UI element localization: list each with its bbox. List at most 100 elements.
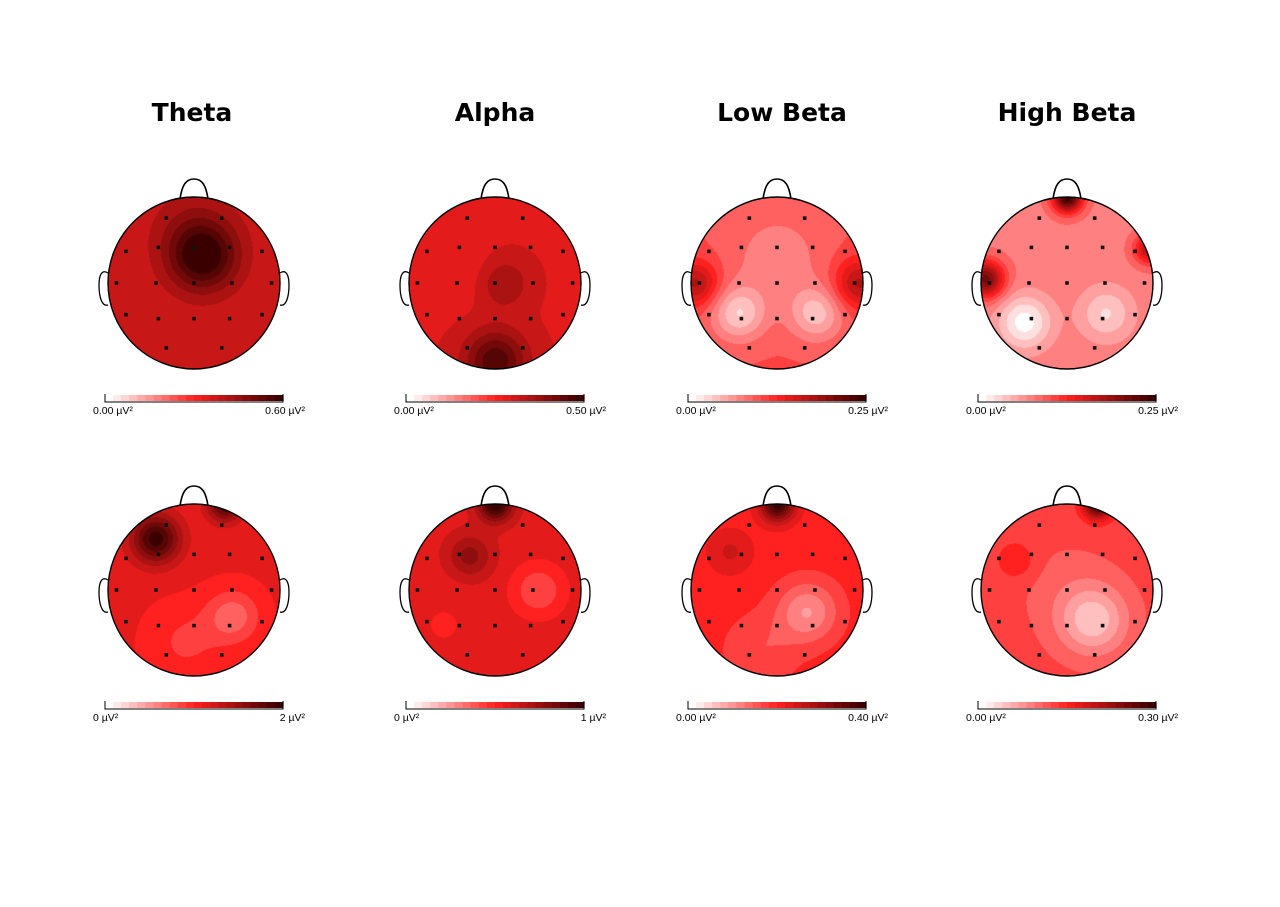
colorbar-segment	[462, 702, 472, 708]
colorbar-segment	[785, 395, 794, 401]
colorbar-segment	[137, 395, 147, 401]
colorbar-segment	[720, 395, 730, 401]
colorbar-segment	[559, 702, 569, 708]
electrode-marker	[707, 619, 711, 624]
colorbar-segment	[688, 702, 697, 708]
electrode-marker	[1133, 619, 1137, 624]
electrode-marker	[531, 588, 535, 592]
colorbar-min-label: 0.00 µV²	[966, 405, 1006, 417]
band-title-alpha: Alpha	[454, 98, 536, 127]
colorbar-segment	[1083, 395, 1092, 401]
colorbar-segment	[218, 702, 227, 708]
colorbar-segment	[825, 395, 835, 401]
electrode-marker	[192, 552, 196, 557]
colorbar-segment	[736, 702, 746, 708]
electrode-marker	[1029, 623, 1034, 628]
colorbar-segment	[129, 702, 138, 708]
electrode-marker	[260, 556, 264, 561]
colorbar-segment	[129, 395, 138, 401]
left-ear-outline	[399, 271, 410, 306]
colorbar-segment	[857, 395, 867, 401]
colorbar-segment	[1139, 395, 1149, 401]
colorbar-segment	[809, 702, 819, 708]
colorbar-segment	[462, 395, 472, 401]
topomap-alpha-row1: 0.00 µV² 0.50 µV²	[394, 178, 607, 417]
colorbar-segment	[809, 395, 819, 401]
electrode-marker	[810, 623, 815, 628]
colorbar-segment	[817, 702, 827, 708]
colorbar-segment	[503, 702, 512, 708]
colorbar-segment	[1002, 395, 1011, 401]
head-outline	[980, 196, 1154, 370]
colorbar-segment	[454, 702, 464, 708]
electrode-marker	[156, 245, 161, 250]
colorbar-min-label: 0 µV²	[394, 712, 420, 724]
nose-outline	[179, 178, 209, 200]
electrode-marker	[1037, 523, 1042, 527]
electrode-marker	[997, 619, 1001, 624]
electrode-marker	[561, 249, 565, 254]
electrode-marker	[528, 316, 533, 321]
colorbar-segment	[1115, 702, 1125, 708]
electrode-marker	[747, 216, 752, 220]
colorbar-segment	[1034, 702, 1044, 708]
colorbar-segment	[543, 702, 553, 708]
nose-outline	[179, 485, 209, 507]
topomap-theta-row1: 0.00 µV² 0.60 µV²	[93, 178, 306, 417]
colorbar-segment	[274, 395, 284, 401]
colorbar-segment	[1018, 702, 1028, 708]
right-ear-outline	[279, 578, 290, 613]
colorbar-segment	[503, 395, 512, 401]
electrode-marker	[1133, 312, 1137, 317]
colorbar-segment	[1099, 702, 1109, 708]
electrode-marker	[493, 552, 497, 557]
colorbar-segment	[567, 395, 577, 401]
electrode-marker	[493, 316, 497, 321]
electrode-marker	[192, 588, 196, 592]
electrode-marker	[164, 653, 169, 657]
colorbar-segment	[736, 395, 746, 401]
electrode-marker	[465, 653, 470, 657]
electrode-marker	[775, 316, 779, 321]
colorbar-segment	[185, 395, 195, 401]
colorbar-segment	[833, 702, 843, 708]
colorbar-segment	[234, 395, 244, 401]
colorbar-segment	[226, 702, 236, 708]
electrode-marker	[987, 588, 992, 592]
electrode-marker	[739, 316, 744, 321]
colorbar-segment	[817, 395, 827, 401]
colorbar-segment	[1107, 395, 1117, 401]
electrode-marker	[455, 588, 459, 592]
colorbar-segment	[728, 702, 738, 708]
electrode-marker	[561, 312, 565, 317]
electrode-marker	[843, 249, 847, 254]
colorbar-segment	[454, 395, 464, 401]
colorbar-segment	[1115, 395, 1125, 401]
colorbar-max-label: 0.25 µV²	[848, 405, 888, 417]
electrode-marker	[192, 245, 196, 250]
electrode-marker	[843, 556, 847, 561]
electrode-marker	[528, 245, 533, 250]
colorbar-segment	[849, 395, 859, 401]
left-ear-outline	[681, 578, 692, 613]
electrode-marker	[747, 523, 752, 527]
colorbar-segment	[486, 395, 496, 401]
colorbar-segment	[137, 702, 147, 708]
electrode-marker	[1092, 523, 1097, 527]
colorbar-segment	[486, 702, 496, 708]
colorbar-segment	[511, 702, 520, 708]
electrode-marker	[219, 653, 224, 657]
colorbar-segment	[760, 395, 770, 401]
electrode-marker	[810, 552, 815, 557]
colorbar-segment	[744, 395, 754, 401]
colorbar-segment	[422, 395, 431, 401]
head-outline	[107, 196, 281, 370]
colorbar-segment	[1026, 395, 1036, 401]
colorbar-segment	[994, 702, 1003, 708]
colorbar-segment	[210, 395, 219, 401]
colorbar-segment	[768, 395, 778, 401]
colorbar-segment	[234, 702, 244, 708]
topomap-alpha-row2: 0 µV² 1 µV²	[394, 485, 606, 724]
colorbar-segment	[986, 702, 995, 708]
